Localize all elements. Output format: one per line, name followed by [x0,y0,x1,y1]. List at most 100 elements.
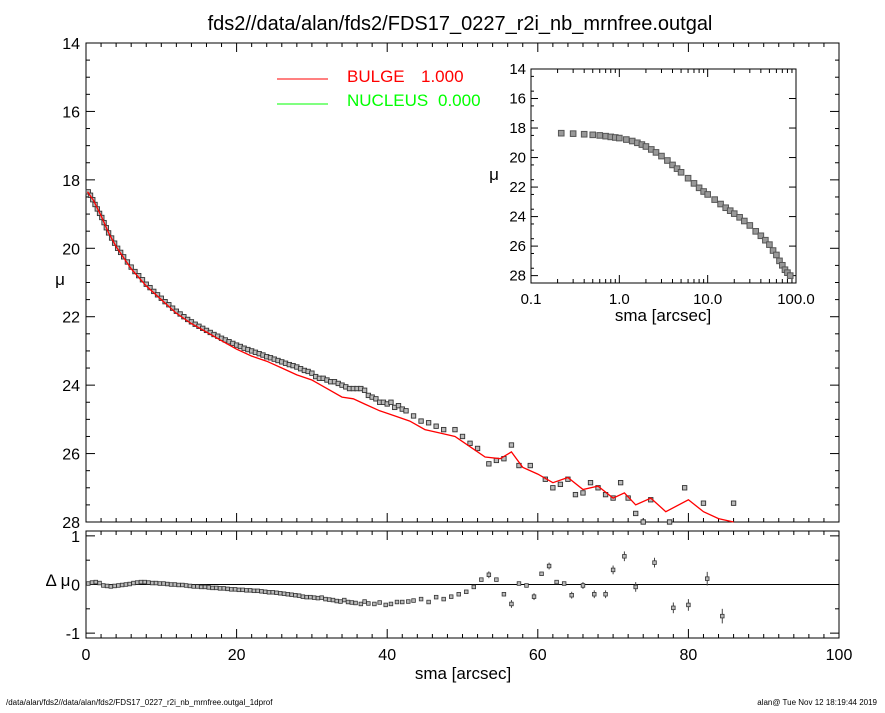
residual-point [686,602,691,608]
residual-x-tick-label: 20 [228,647,246,664]
inset-y-tick-label: 20 [509,150,526,167]
residual-point [652,560,657,565]
residual-x-tick-label: 40 [378,647,396,664]
inset-point [616,134,623,142]
main-y-tick-label: 26 [62,447,80,464]
inset-point [741,217,748,225]
residual-point [131,580,136,586]
residual-points [86,554,725,619]
inset-point [736,214,743,221]
residual-x-tick-label: 60 [529,647,547,664]
inset-y-tick-label: 28 [509,268,526,285]
observed-point [666,519,673,525]
residual-point [580,583,586,588]
main-plot-panel: 14 16 18 20 22 24 26 28 μ BULGE 1.000 NUCLEUS 0… [55,36,840,532]
residual-point [150,580,155,586]
residual-point [377,600,382,605]
main-y-ticks: 14 16 18 20 22 24 26 28 [62,36,839,532]
inset-point [762,236,769,244]
inset-y-tick-label: 14 [509,61,526,78]
inset-y-tick-label: 26 [509,238,526,255]
bulge-model-line [86,191,734,523]
residual-point [251,588,257,594]
residual-point [225,586,230,592]
residual-point [441,596,446,602]
observed-point [625,495,631,501]
residual-point [561,581,567,586]
residual-point [157,581,162,586]
observed-point [403,408,409,414]
residual-point [263,589,268,594]
residual-point [202,584,208,590]
legend-bulge-label: BULGE [347,67,405,86]
residual-x-ticks: 0 20 40 60 80 100 [82,531,852,664]
inset-point [580,130,588,138]
main-observed-points [85,189,737,525]
observed-point [700,500,707,506]
inset-point [652,149,660,156]
residual-point [161,581,166,586]
residual-point [119,582,125,588]
inset-x-tick-label: 10.0 [693,291,722,308]
residual-point [494,577,499,582]
residual-x-tick-label: 80 [680,647,698,664]
main-y-tick-label: 28 [62,515,80,532]
residual-point [315,595,321,601]
residual-error-bars [488,551,723,624]
main-y-tick-label: 24 [62,378,80,395]
residual-point [418,596,424,602]
inset-point [704,191,711,198]
inset-point [786,272,794,279]
inset-point [557,129,565,137]
residual-point [319,595,324,600]
inset-point [596,132,604,139]
inset-point [769,247,777,254]
residual-point [433,594,439,600]
residual-point [214,585,219,591]
inset-point [664,157,671,164]
inset-point [695,184,703,192]
inset-point [642,143,650,150]
residual-point [289,592,294,597]
residual-point [426,599,431,605]
residual-point [146,580,151,585]
residual-point [327,597,332,602]
residual-point [112,583,117,589]
inset-point [730,210,738,217]
residual-point [123,582,129,587]
residual-point [232,587,238,592]
residual-point [334,598,339,604]
residual-point [353,600,358,606]
residual-point [308,594,313,600]
residual-point [323,596,328,602]
residual-point [411,598,416,603]
residual-point [406,599,411,604]
residual-plot-panel: 10-1 0 20 40 60 80 100 Δ μ sma [arcsec] [46,529,853,683]
inset-point [717,200,724,208]
residual-point [554,579,559,585]
residual-point [524,583,529,588]
observed-point [418,418,424,424]
inset-point [684,174,692,182]
inset-y-tick-label: 18 [509,120,526,137]
residual-point [330,597,336,603]
observed-point [474,445,481,452]
main-y-tick-label: 16 [62,104,80,121]
residual-point [168,582,174,587]
inset-point [569,130,577,137]
inset-y-ticks: 14 16 18 20 22 24 26 28 [509,61,796,285]
residual-point [486,572,492,577]
observed-point [730,500,737,506]
footer-filepath: /data/alan/fds2//data/alan/fds2/FDS17_02… [6,698,273,707]
residual-point [603,592,608,597]
residual-x-axis-label: sma [arcsec] [415,664,511,683]
residual-point [509,601,514,607]
inset-point [757,232,765,240]
observed-point [617,480,624,486]
residual-point [281,591,287,596]
residual-point [546,563,552,569]
inset-point [711,196,718,203]
chart-title: fds2//data/alan/fds2/FDS17_0227_r2i_nb_m… [208,13,713,35]
residual-point [187,583,193,589]
